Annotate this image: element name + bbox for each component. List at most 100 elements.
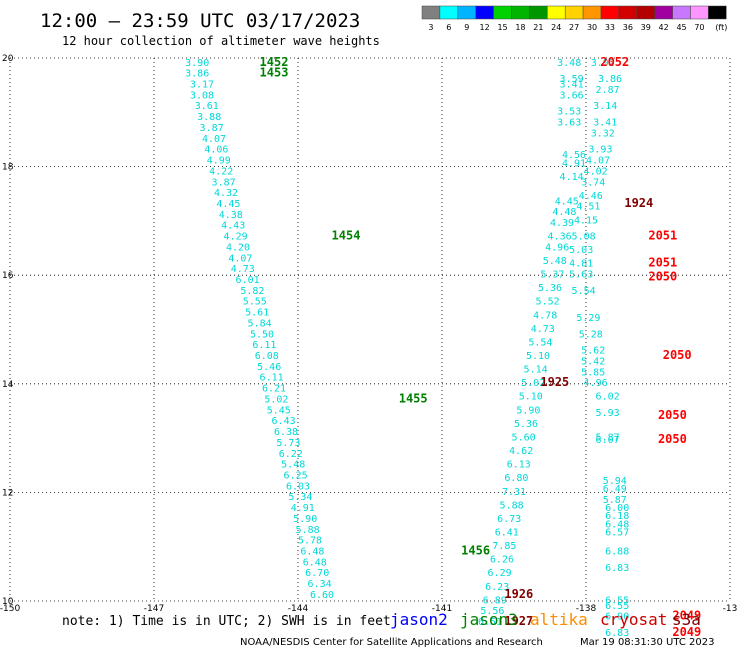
colorbar-label: 45 (676, 23, 686, 32)
wave-height-value: 3.86 (598, 74, 622, 85)
colorbar-swatch (672, 5, 691, 20)
wave-height-value: 5.84 (248, 318, 272, 329)
axis-ticks: -150 -147 -144 -141 -138 -13 10 12 14 16 18 20 (0, 54, 737, 614)
wave-height-value: 3.90 (185, 58, 209, 69)
wave-height-value: 3.32 (591, 128, 615, 139)
wave-height-value: 3.74 (581, 177, 605, 188)
wave-height-value: 6.18 (605, 511, 629, 522)
colorbar-label: 33 (605, 23, 615, 32)
wave-height-value: 6.70 (305, 568, 329, 579)
wave-height-value: 5.02 (264, 394, 288, 405)
wave-height-value: 5.14 (524, 365, 548, 376)
wave-height-value: 5.94 (603, 476, 627, 487)
wave-height-value: 5.46 (257, 362, 281, 373)
colorbar-swatch (600, 5, 620, 20)
wave-height-value: 4.96 (545, 242, 569, 253)
wave-height-value: 6.55 (605, 595, 629, 606)
wave-height-value: 4.07 (228, 253, 252, 264)
satellite-name: s3a (672, 610, 701, 629)
wave-height-value: 2.87 (596, 85, 620, 96)
wave-height-value: 3.87 (200, 123, 224, 134)
colorbar-swatch (654, 5, 673, 20)
wave-height-value: 5.36 (514, 419, 538, 430)
chart-title: 12:00 — 23:59 UTC 03/17/2023 (40, 10, 360, 32)
x-tick-label: -147 (144, 604, 164, 614)
colorbar-swatch (582, 5, 602, 20)
wave-height-value: 4.15 (574, 215, 598, 226)
wave-height-value: 4.07 (586, 156, 610, 167)
pass-time-label: 2050 (658, 408, 687, 422)
colorbar-label: 21 (533, 23, 543, 32)
pass-time-label: 2050 (658, 432, 687, 446)
satellite-name: jason3 (460, 610, 518, 629)
wave-height-value: 5.87 (603, 495, 627, 506)
colorbar-label: 9 (464, 23, 469, 32)
y-tick-label: 14 (2, 380, 14, 390)
pass-time-label: 2049 (672, 625, 701, 639)
pass-time-label: 1924 (624, 196, 653, 210)
wave-height-value: 5.45 (267, 405, 291, 416)
colorbar-swatch (564, 5, 584, 20)
wave-height-value: 6.01 (236, 275, 260, 286)
colorbar-label: 18 (515, 23, 525, 32)
wave-height-value: 4.02 (584, 166, 608, 177)
wave-height-value: 5.63 (569, 270, 593, 281)
wave-height-value: 5.48 (543, 256, 567, 267)
wave-height-value: 4.07 (202, 134, 226, 145)
satellite-name: altika (530, 610, 588, 629)
footer-agency: NOAA/NESDIS Center for Satellite Applica… (240, 637, 543, 648)
wave-height-value: 5.34 (288, 492, 312, 503)
pass-time-label: 1927 (504, 614, 533, 628)
wave-height-value: 6.29 (488, 568, 512, 579)
wave-height-value: 6.13 (507, 460, 531, 471)
colorbar-label: 39 (641, 23, 651, 32)
wave-height-value: 5.85 (581, 367, 605, 378)
wave-height-value: 6.55 (605, 601, 629, 612)
wave-height-value: 3.17 (190, 80, 214, 91)
wave-height-value: 6.38 (274, 427, 298, 438)
wave-height-value: 6.80 (504, 473, 528, 484)
wave-height-value: 4.45 (216, 199, 240, 210)
wave-height-value: 3.88 (197, 112, 221, 123)
wave-height-value: 5.02 (521, 378, 545, 389)
wave-height-value: 6.08 (255, 351, 279, 362)
wave-height-value: 4.56 (562, 150, 586, 161)
units-note: note: 1) Time is in UTC; 2) SWH is in fe… (62, 614, 391, 629)
wave-height-value: 6.02 (596, 392, 620, 403)
wave-height-value: 6.48 (303, 557, 327, 568)
wave-height-value: 5.88 (296, 525, 320, 536)
wave-height-value: 6.11 (260, 373, 284, 384)
wave-height-value: 6.83 (605, 628, 629, 639)
colorbar-swatch (547, 5, 566, 20)
wave-height-value: 5.03 (569, 245, 593, 256)
wave-height-value: 6.07 (596, 435, 620, 446)
pass-time-label: 2051 (648, 256, 677, 270)
wave-height-value: 5.61 (245, 308, 269, 319)
wave-height-value: 5.52 (536, 297, 560, 308)
wave-height-value: 5.08 (572, 232, 596, 243)
wave-height-value: 5.29 (576, 313, 600, 324)
wave-height-value: 5.78 (298, 536, 322, 547)
wave-height-value: 5.28 (579, 329, 603, 340)
x-tick-label: -141 (432, 604, 452, 614)
wave-height-value: 6.73 (497, 514, 521, 525)
wave-height-value: 4.46 (579, 191, 603, 202)
wave-height-value: 4.73 (231, 264, 255, 275)
wave-height-value: 3.61 (195, 101, 219, 112)
pass-time-label: 1926 (504, 587, 533, 601)
wave-height-value: 3.41 (560, 80, 584, 91)
wave-height-value: 4.99 (207, 156, 231, 167)
wave-height-value: 6.23 (485, 582, 509, 593)
y-tick-label: 10 (2, 597, 14, 607)
pass-time-label: 1925 (540, 375, 569, 389)
wave-height-value: 6.57 (605, 527, 629, 538)
x-tick-label: -13 (723, 604, 738, 614)
pass-time-label: 2049 (672, 609, 701, 623)
wave-height-value: 6.34 (308, 579, 332, 590)
wave-height-value: 5.36 (538, 283, 562, 294)
pass-time-label: 2051 (648, 229, 677, 243)
wave-height-value: 4.32 (214, 188, 238, 199)
wave-height-value: 3.86 (185, 69, 209, 80)
wave-height-value: 7.31 (502, 487, 526, 498)
